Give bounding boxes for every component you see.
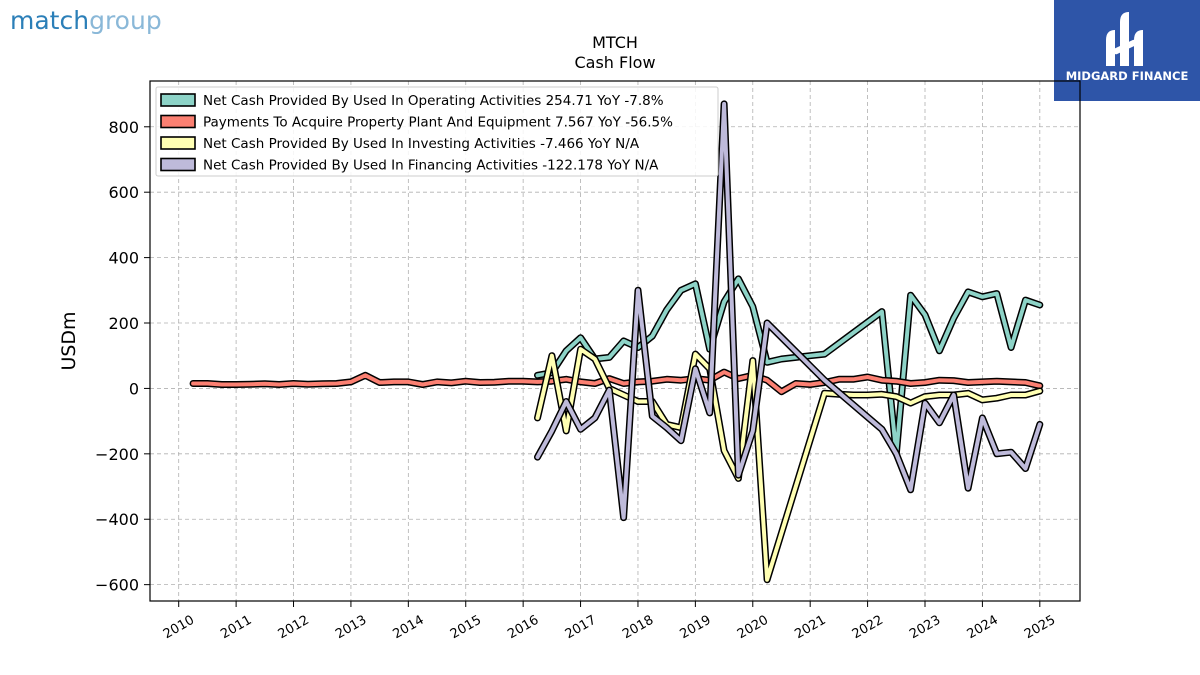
series-lines [189,100,1044,584]
legend-entry: Net Cash Provided By Used In Operating A… [203,93,664,109]
y-tick-label: 600 [108,183,139,202]
x-tick-label: 2023 [907,613,943,643]
y-tick-label: 800 [108,118,139,137]
legend-swatch [160,136,196,150]
y-tick-label: −600 [95,576,139,595]
x-tick-label: 2012 [276,613,312,643]
series-line-2 [535,347,1042,582]
legend-entry: Payments To Acquire Property Plant And E… [203,115,673,131]
legend-entry: Net Cash Provided By Used In Investing A… [203,136,640,152]
badge-label: MIDGARD FINANCE [1065,69,1189,83]
x-tick-label: 2011 [218,613,254,643]
x-tick-label: 2022 [850,613,886,643]
y-tick-label: −400 [95,510,139,529]
x-tick-label: 2025 [1022,613,1058,643]
x-tick-label: 2017 [563,613,599,643]
x-tick-label: 2016 [505,613,541,643]
legend-swatch [160,93,196,107]
series-line-3 [535,101,1042,520]
x-axis-ticks: 2010 2011 2012 2013 2014 2015 2016 2017 2018 2019… [161,601,1058,642]
plot-frame [149,80,1081,602]
y-tick-label: 200 [108,314,139,333]
midgard-logo-icon [1106,12,1143,66]
legend-swatch [160,114,196,129]
chart-subtitle: Cash Flow [574,53,655,72]
x-tick-label: 2019 [678,613,714,643]
y-tick-label: −200 [95,445,139,464]
x-tick-label: 2013 [333,613,369,643]
x-tick-label: 2015 [448,613,484,643]
x-tick-label: 2018 [620,613,656,643]
series-line-1 [191,370,1042,394]
brand-logo: matchgroup [10,6,162,35]
legend-swatch [160,157,196,172]
x-tick-label: 2020 [735,613,771,643]
series-line-0 [535,276,1042,456]
chart-title: MTCH [592,33,638,52]
brand-name-part2: group [89,6,162,35]
y-axis-label: USDm [58,311,80,370]
x-tick-label: 2014 [391,613,427,643]
legend-box [155,86,719,177]
y-axis-ticks: −600 −400 −200 0 200 400 600 800 [95,118,150,595]
legend-entry: Net Cash Provided By Used In Financing A… [203,158,659,174]
midgard-finance-badge: MIDGARD FINANCE [1054,0,1200,101]
legend: Net Cash Provided By Used In Operating A… [155,86,719,177]
x-tick-label: 2024 [965,613,1001,643]
x-tick-label: 2021 [792,613,828,643]
brand-name-part1: match [10,6,90,35]
y-tick-label: 400 [108,249,139,268]
y-tick-label: 0 [129,379,139,398]
x-tick-label: 2010 [161,613,197,643]
